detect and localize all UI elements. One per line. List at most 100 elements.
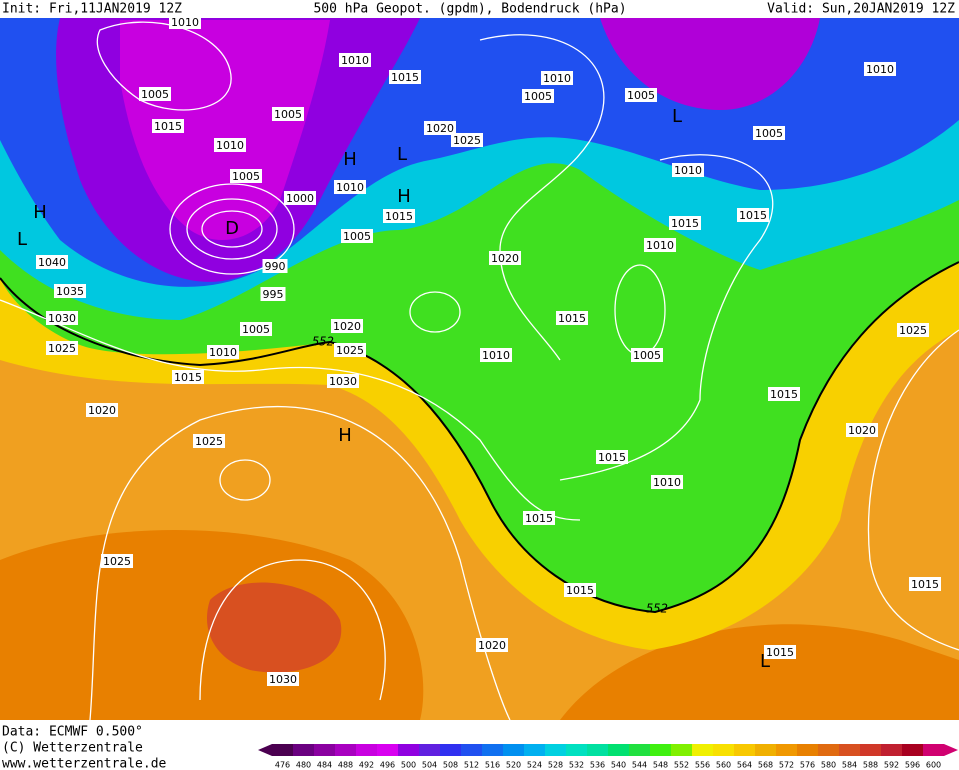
isobar-label: 1020 [848,424,876,437]
colorbar-label: 584 [842,761,857,770]
colorbar-end [944,744,958,756]
colorbar-label: 600 [926,761,941,770]
isobar-label-box [152,119,184,133]
isobar-label: 1005 [755,127,783,140]
isobar-label-box [631,348,663,362]
isobar-label: 1020 [426,122,454,135]
colorbar-swatch [650,744,671,756]
colorbar-swatch [482,744,503,756]
isobar-label: 1015 [558,312,586,325]
isobar-label: 1030 [329,375,357,388]
isobar-label-box [139,87,171,101]
isobar-label: 1025 [195,435,223,448]
isobar-label: 1015 [911,578,939,591]
colorbar-label: 572 [779,761,794,770]
isobar-label-box [897,323,929,337]
colorbar-swatch [335,744,356,756]
website: www.wetterzentrale.de [2,757,167,770]
isobar-label: 1020 [491,252,519,265]
isobar-label: 1015 [598,451,626,464]
colorbar-swatch [503,744,524,756]
header-band [0,0,959,18]
isobar-label: 1010 [646,239,674,252]
isobar-label-box [383,209,415,223]
isobar [409,291,461,333]
pressure-center: H [397,186,411,207]
colorbar-label: 560 [716,761,731,770]
isobar-label: 1005 [242,323,270,336]
isobar [0,299,581,521]
colorbar-swatch [860,744,881,756]
pressure-center: H [338,425,352,446]
colorbar-swatch [776,744,797,756]
pressure-center: H [33,202,47,223]
isobar-label-box [625,88,657,102]
colorbar-label: 488 [338,761,353,770]
colorbar-label: 484 [317,761,332,770]
colorbar-label: 508 [443,761,458,770]
isobar-label: 1015 [391,71,419,84]
colorbar-swatch [713,744,734,756]
isobar-label: 1010 [674,164,702,177]
isobar-label-box [489,251,521,265]
isobar-label-box [284,191,316,205]
colorbar-label: 540 [611,761,626,770]
isobar [89,406,511,721]
colorbar-label: 556 [695,761,710,770]
colorbar-swatch [818,744,839,756]
colorbar-label: 528 [548,761,563,770]
colorbar-label: 536 [590,761,605,770]
isobar-label-box [101,554,133,568]
isobar-label-box [753,126,785,140]
init-time: Init: Fri,11JAN2019 12Z [2,2,182,17]
pressure-center: L [17,229,27,250]
colorbar-swatch [272,744,293,756]
isobar [201,210,263,248]
colorbar-label: 476 [275,761,290,770]
isobar-label-box [272,107,304,121]
colorbar-swatch [566,744,587,756]
isobar-label-box [389,70,421,84]
isobar [867,329,959,651]
isobar-label: 1015 [671,217,699,230]
isobar-label-box [327,374,359,388]
isobar [219,459,271,501]
isobar-label: 1005 [524,90,552,103]
map-title: 500 hPa Geopot. (gpdm), Bodendruck (hPa) [313,2,626,17]
isobar-label: 1015 [174,371,202,384]
colorbar-swatch [356,744,377,756]
data-source: Data: ECMWF 0.500° [2,725,143,740]
isobar-label: 1010 [216,139,244,152]
colorbar-label: 548 [653,761,668,770]
isobar-label-box [864,62,896,76]
colorbar-swatch [755,744,776,756]
colorbar-swatch [734,744,755,756]
colorbar-label: 532 [569,761,584,770]
isobar-label: 1015 [766,646,794,659]
isobar-label-box [260,287,286,301]
isobar [559,154,774,481]
isobar-label-box [334,180,366,194]
isobar-label-box [424,121,456,135]
isobar-label-box [334,343,366,357]
colorbar-label: 516 [485,761,500,770]
colorbar-label: 492 [359,761,374,770]
isobar [479,34,605,361]
colorbar-swatch [629,744,650,756]
pressure-center: L [672,106,682,127]
isobar-label: 1025 [899,324,927,337]
isobar-label-box [644,238,676,252]
colorbar-label: 564 [737,761,752,770]
contour-552 [0,261,959,614]
colorbar-label: 504 [422,761,437,770]
isobar-label-box [262,259,288,273]
isobar-label: 1020 [478,639,506,652]
isobar-label-box [451,133,483,147]
isobar-label: 1005 [274,108,302,121]
colorbar-label: 496 [380,761,395,770]
colorbar-swatch [419,744,440,756]
isobar-label: 1005 [633,349,661,362]
isobar-label-box [54,284,86,298]
isobar-label: 1030 [48,312,76,325]
